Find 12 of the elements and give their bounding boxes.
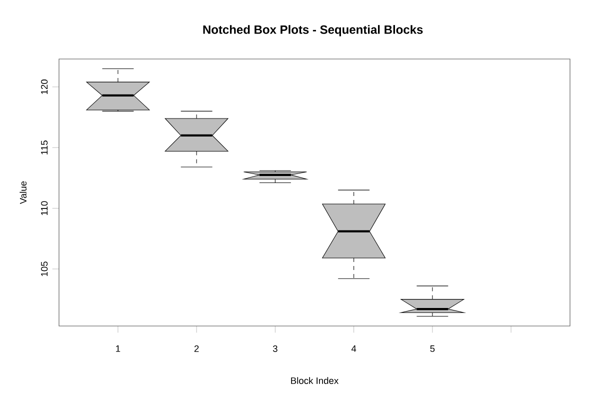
- x-tick-label: 2: [194, 345, 199, 352]
- x-axis-title: Block Index: [291, 377, 339, 384]
- x-tick-label: 4: [351, 345, 356, 352]
- y-axis-title: Value: [20, 181, 27, 204]
- x-tick-label: 5: [430, 345, 435, 352]
- y-tick-label: 120: [41, 79, 48, 94]
- y-tick-label: 110: [41, 201, 48, 216]
- x-tick-label: 3: [272, 345, 278, 352]
- x-tick-label: 1: [116, 345, 120, 352]
- y-tick-label: 115: [41, 140, 48, 154]
- chart-title: Notched Box Plots - Sequential Blocks: [203, 25, 423, 36]
- y-tick-label: 105: [41, 262, 48, 276]
